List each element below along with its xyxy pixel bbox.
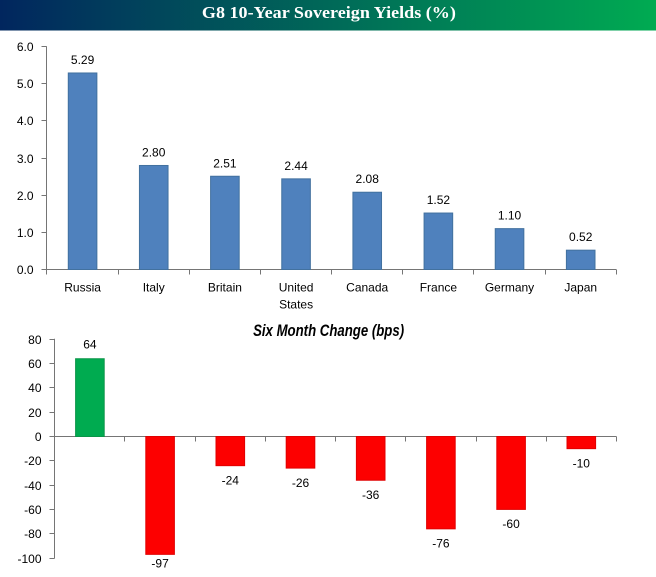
svg-text:4.0: 4.0 bbox=[17, 114, 34, 128]
svg-text:20: 20 bbox=[28, 406, 42, 420]
svg-text:Japan: Japan bbox=[564, 281, 597, 295]
svg-text:0.52: 0.52 bbox=[569, 230, 593, 244]
svg-text:64: 64 bbox=[83, 338, 97, 352]
svg-text:2.80: 2.80 bbox=[142, 146, 166, 160]
svg-text:-24: -24 bbox=[222, 474, 240, 488]
svg-text:0: 0 bbox=[35, 430, 42, 444]
svg-text:-10: -10 bbox=[573, 456, 591, 470]
svg-text:2.51: 2.51 bbox=[213, 156, 237, 170]
svg-text:France: France bbox=[420, 281, 458, 295]
svg-text:-20: -20 bbox=[24, 454, 42, 468]
svg-text:Canada: Canada bbox=[346, 281, 388, 295]
svg-text:5.29: 5.29 bbox=[71, 53, 95, 67]
svg-text:-60: -60 bbox=[502, 517, 520, 531]
svg-text:Germany: Germany bbox=[485, 281, 534, 295]
svg-text:1.52: 1.52 bbox=[427, 193, 451, 207]
svg-text:40: 40 bbox=[28, 381, 42, 395]
svg-text:1.0: 1.0 bbox=[17, 226, 34, 240]
svg-text:5.0: 5.0 bbox=[17, 77, 34, 91]
svg-text:-80: -80 bbox=[24, 527, 42, 541]
svg-text:1.10: 1.10 bbox=[498, 209, 522, 223]
svg-text:3.0: 3.0 bbox=[17, 152, 34, 166]
svg-text:Six Month Change (bps): Six Month Change (bps) bbox=[253, 321, 404, 340]
svg-text:-100: -100 bbox=[17, 552, 41, 566]
svg-text:-97: -97 bbox=[151, 557, 169, 571]
svg-text:2.44: 2.44 bbox=[284, 159, 308, 173]
svg-text:60: 60 bbox=[28, 357, 42, 371]
svg-text:80: 80 bbox=[28, 333, 42, 347]
svg-text:-60: -60 bbox=[24, 503, 42, 517]
svg-text:G8 10-Year Sovereign Yields (%: G8 10-Year Sovereign Yields (%) bbox=[202, 3, 456, 22]
svg-text:6.0: 6.0 bbox=[17, 40, 34, 54]
svg-text:-40: -40 bbox=[24, 479, 42, 493]
svg-text:Russia: Russia bbox=[64, 281, 101, 295]
svg-text:Italy: Italy bbox=[143, 281, 165, 295]
svg-text:-76: -76 bbox=[432, 537, 450, 551]
svg-text:United: United bbox=[279, 281, 314, 295]
svg-text:2.0: 2.0 bbox=[17, 189, 34, 203]
svg-text:Britain: Britain bbox=[208, 281, 242, 295]
svg-text:-26: -26 bbox=[292, 476, 310, 490]
svg-text:2.08: 2.08 bbox=[356, 172, 380, 186]
svg-text:-36: -36 bbox=[362, 488, 380, 502]
svg-text:States: States bbox=[279, 298, 313, 312]
svg-text:0.0: 0.0 bbox=[17, 263, 34, 277]
